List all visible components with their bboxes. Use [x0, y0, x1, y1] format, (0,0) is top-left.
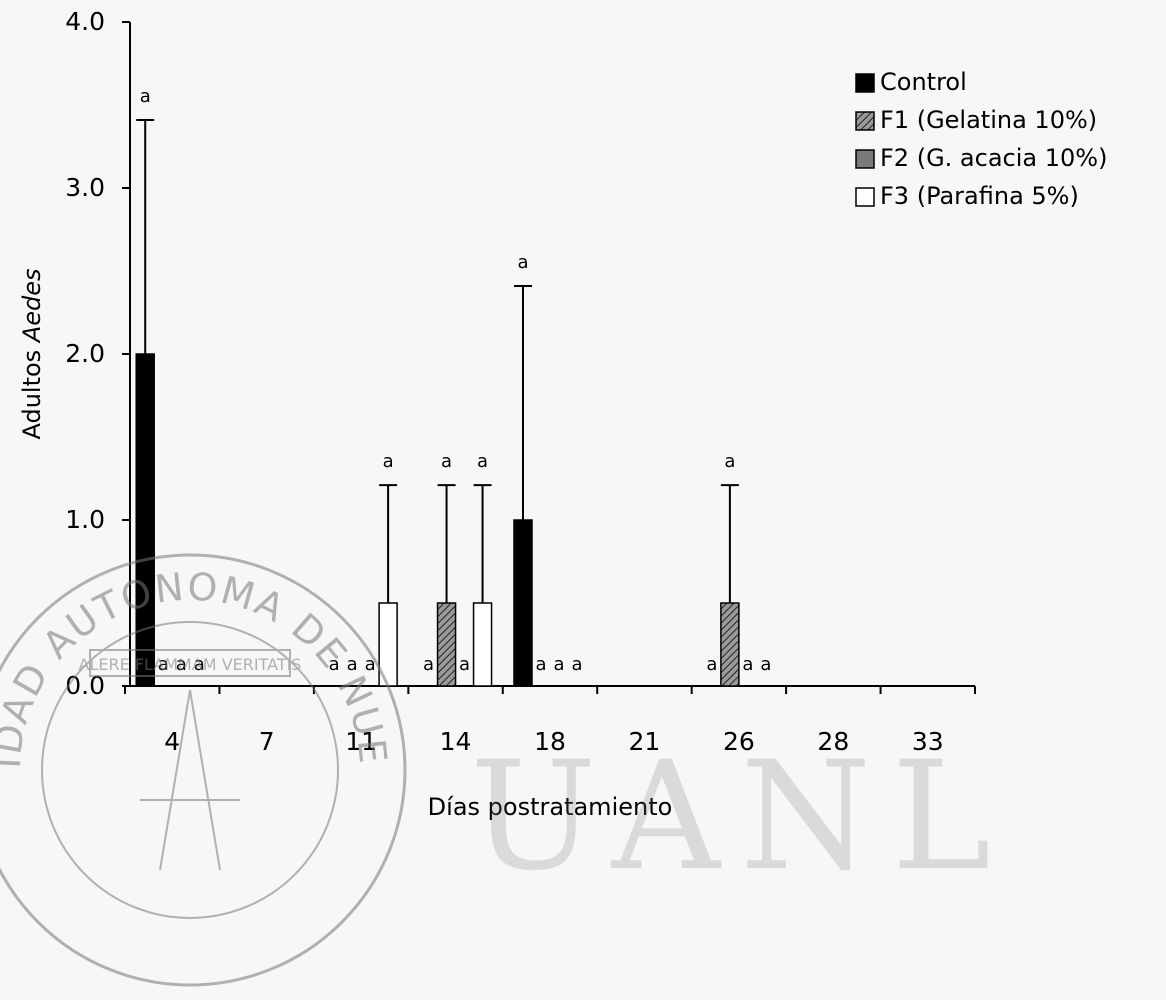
bar — [436, 602, 457, 687]
significance-letter: a — [140, 86, 151, 107]
x-tick-label: 7 — [259, 727, 275, 756]
bar — [513, 519, 533, 687]
x-tick-label: 26 — [723, 727, 755, 756]
x-tick-label: 14 — [440, 727, 472, 756]
significance-letter: a — [383, 451, 394, 472]
significance-letter: a — [365, 654, 376, 675]
seal-emblem — [140, 689, 240, 871]
y-tick-label: 3.0 — [65, 173, 105, 202]
legend-swatch — [855, 149, 875, 169]
x-tick-label: 4 — [164, 727, 180, 756]
legend-label: Control — [880, 68, 967, 96]
significance-letter: a — [176, 654, 187, 675]
legend-swatch — [855, 111, 875, 131]
significance-letter: a — [724, 451, 735, 472]
legend-label: F3 (Parafina 5%) — [880, 182, 1079, 210]
significance-letter: a — [553, 654, 564, 675]
bar — [720, 602, 740, 687]
x-tick-label: 21 — [629, 727, 661, 756]
seal-motto: ALERE FLAMMAM VERITATIS — [79, 655, 302, 674]
legend-label: F1 (Gelatina 10%) — [880, 106, 1097, 134]
significance-letter: a — [517, 252, 528, 273]
significance-letter: a — [194, 654, 205, 675]
significance-letter: a — [571, 654, 582, 675]
university-seal-watermark: UNIVERSIDAD AUTONOMA DE NUEVO LEONALERE … — [0, 540, 407, 987]
x-tick-label: 28 — [817, 727, 849, 756]
chart: UNIVERSIDAD AUTONOMA DE NUEVO LEONALERE … — [0, 7, 1107, 987]
significance-letter: a — [441, 451, 452, 472]
significance-letter: a — [347, 654, 358, 675]
y-axis-title: Adultos Aedes — [18, 268, 46, 439]
significance-letter: a — [423, 654, 434, 675]
legend-swatch — [855, 73, 875, 93]
y-tick-label: 4.0 — [65, 7, 105, 36]
seal-banner — [89, 649, 291, 677]
significance-letter: a — [742, 654, 753, 675]
x-tick-label: 11 — [345, 727, 377, 756]
x-tick-label: 33 — [912, 727, 944, 756]
significance-letter: a — [329, 654, 340, 675]
legend-label: F2 (G. acacia 10%) — [880, 144, 1107, 172]
y-tick-label: 1.0 — [65, 505, 105, 534]
significance-letter: a — [459, 654, 470, 675]
x-axis-title: Días postratamiento — [428, 793, 673, 821]
significance-letter: a — [535, 654, 546, 675]
legend-swatch — [855, 187, 875, 207]
significance-letter: a — [158, 654, 169, 675]
bar — [472, 602, 493, 687]
significance-letter: a — [706, 654, 717, 675]
y-tick-label: 2.0 — [65, 339, 105, 368]
significance-letter: a — [477, 451, 488, 472]
x-tick-label: 18 — [534, 727, 566, 756]
significance-letter: a — [760, 654, 771, 675]
